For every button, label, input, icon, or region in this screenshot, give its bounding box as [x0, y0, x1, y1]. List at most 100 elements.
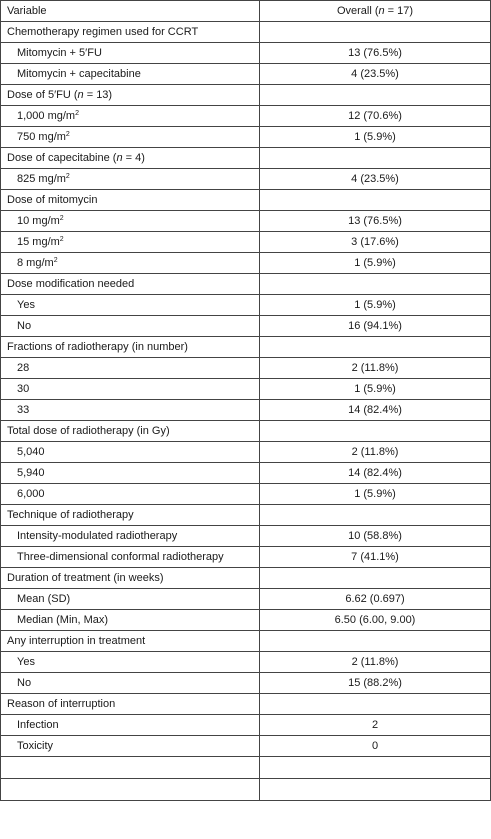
group-row: Fractions of radiotherapy (in number): [0, 336, 491, 358]
treatment-table: Variable Overall (n = 17) Chemotherapy r…: [0, 0, 491, 801]
group-value-empty: [259, 630, 491, 652]
table-row: 750 mg/m2 1 (5.9%): [0, 126, 491, 148]
group-label: Total dose of radiotherapy (in Gy): [0, 420, 260, 442]
group-label: Duration of treatment (in weeks): [0, 567, 260, 589]
row-label-text: Infection: [17, 719, 59, 731]
row-label: 5,040: [0, 441, 260, 463]
table-row: 5,040 2 (11.8%): [0, 441, 491, 463]
row-value: 7 (41.1%): [259, 546, 491, 568]
row-value: 16 (94.1%): [259, 315, 491, 337]
row-label-superscript: 2: [59, 215, 64, 222]
row-label: Mitomycin + 5′FU: [0, 42, 260, 64]
group-value-empty: [259, 504, 491, 526]
table-row: Intensity-modulated radiotherapy 10 (58.8…: [0, 525, 491, 547]
group-value-empty: [259, 420, 491, 442]
row-value: 12 (70.6%): [259, 105, 491, 127]
row-value: 1 (5.9%): [259, 294, 491, 316]
group-label-text: Reason of interruption: [7, 698, 116, 710]
row-value: 6.50 (6.00, 9.00): [259, 609, 491, 631]
row-value: 13 (76.5%): [259, 210, 491, 232]
table-row: Yes 1 (5.9%): [0, 294, 491, 316]
group-label-suffix: = 13): [83, 89, 113, 101]
blank-cell: [0, 756, 260, 779]
group-label-text: Total dose of radiotherapy (in Gy): [7, 425, 170, 437]
group-label-text: Chemotherapy regimen used for CCRT: [7, 26, 199, 38]
table-row: 8 mg/m2 1 (5.9%): [0, 252, 491, 274]
group-label: Reason of interruption: [0, 693, 260, 715]
group-row: Dose of mitomycin: [0, 189, 491, 211]
row-value: 2: [259, 714, 491, 736]
table-row: 10 mg/m2 13 (76.5%): [0, 210, 491, 232]
row-label: Infection: [0, 714, 260, 736]
row-label: 28: [0, 357, 260, 379]
row-value: 1 (5.9%): [259, 252, 491, 274]
row-label-text: 5,940: [17, 467, 45, 479]
header-variable: Variable: [0, 0, 260, 22]
group-value-empty: [259, 147, 491, 169]
group-value-empty: [259, 21, 491, 43]
row-value: 6.62 (0.697): [259, 588, 491, 610]
group-label: Dose modification needed: [0, 273, 260, 295]
group-label: Fractions of radiotherapy (in number): [0, 336, 260, 358]
table-row: 28 2 (11.8%): [0, 357, 491, 379]
table-row: 825 mg/m2 4 (23.5%): [0, 168, 491, 190]
row-label: 30: [0, 378, 260, 400]
group-label-text: Any interruption in treatment: [7, 635, 146, 647]
row-value: 14 (82.4%): [259, 462, 491, 484]
header-overall-suffix: = 17): [384, 5, 414, 17]
group-row: Any interruption in treatment: [0, 630, 491, 652]
table-row: 5,940 14 (82.4%): [0, 462, 491, 484]
row-value: 1 (5.9%): [259, 483, 491, 505]
row-label: No: [0, 672, 260, 694]
row-label-text: 15 mg/m: [17, 236, 60, 248]
row-value: 3 (17.6%): [259, 231, 491, 253]
row-label: Yes: [0, 294, 260, 316]
table-row: 15 mg/m2 3 (17.6%): [0, 231, 491, 253]
table-row: Mean (SD) 6.62 (0.697): [0, 588, 491, 610]
row-value: 4 (23.5%): [259, 168, 491, 190]
row-value: 10 (58.8%): [259, 525, 491, 547]
row-value: 1 (5.9%): [259, 126, 491, 148]
table-row: Mitomycin + 5′FU 13 (76.5%): [0, 42, 491, 64]
table-header: Variable Overall (n = 17): [0, 0, 491, 22]
row-label: 5,940: [0, 462, 260, 484]
row-label-superscript: 2: [53, 257, 58, 264]
row-label: Mean (SD): [0, 588, 260, 610]
group-label: Dose of mitomycin: [0, 189, 260, 211]
table-row: Median (Min, Max) 6.50 (6.00, 9.00): [0, 609, 491, 631]
row-value: 2 (11.8%): [259, 651, 491, 673]
row-label: Yes: [0, 651, 260, 673]
row-label-text: Three-dimensional conformal radiotherapy: [17, 551, 224, 563]
row-label-superscript: 2: [75, 110, 79, 117]
group-label-text: Technique of radiotherapy: [7, 509, 134, 521]
row-label: Median (Min, Max): [0, 609, 260, 631]
table-row: No 15 (88.2%): [0, 672, 491, 694]
row-value: 2 (11.8%): [259, 357, 491, 379]
row-label-text: Median (Min, Max): [17, 614, 109, 626]
row-label: 1,000 mg/m2: [0, 105, 260, 127]
row-label-superscript: 2: [59, 236, 64, 243]
row-label: 33: [0, 399, 260, 421]
table-row: No 16 (94.1%): [0, 315, 491, 337]
row-label-text: Intensity-modulated radiotherapy: [17, 530, 178, 542]
group-label-italic: n: [116, 152, 123, 164]
group-row: Dose modification needed: [0, 273, 491, 295]
row-label-text: No: [17, 320, 32, 332]
group-label-suffix: = 4): [122, 152, 145, 164]
table-row: 30 1 (5.9%): [0, 378, 491, 400]
row-label-text: 30: [17, 383, 30, 395]
row-label-text: Toxicity: [17, 740, 54, 752]
row-label-superscript: 2: [65, 173, 70, 180]
group-row: Reason of interruption: [0, 693, 491, 715]
group-label: Dose of capecitabine (n = 4): [0, 147, 260, 169]
row-label: 6,000: [0, 483, 260, 505]
table-row: Infection 2: [0, 714, 491, 736]
row-label-text: Yes: [17, 656, 35, 668]
blank-row: [0, 778, 491, 801]
blank-row: [0, 756, 491, 779]
row-label: Toxicity: [0, 735, 260, 757]
group-row: Total dose of radiotherapy (in Gy): [0, 420, 491, 442]
group-value-empty: [259, 84, 491, 106]
row-label-text: Mitomycin + 5′FU: [17, 47, 102, 59]
row-value: 0: [259, 735, 491, 757]
